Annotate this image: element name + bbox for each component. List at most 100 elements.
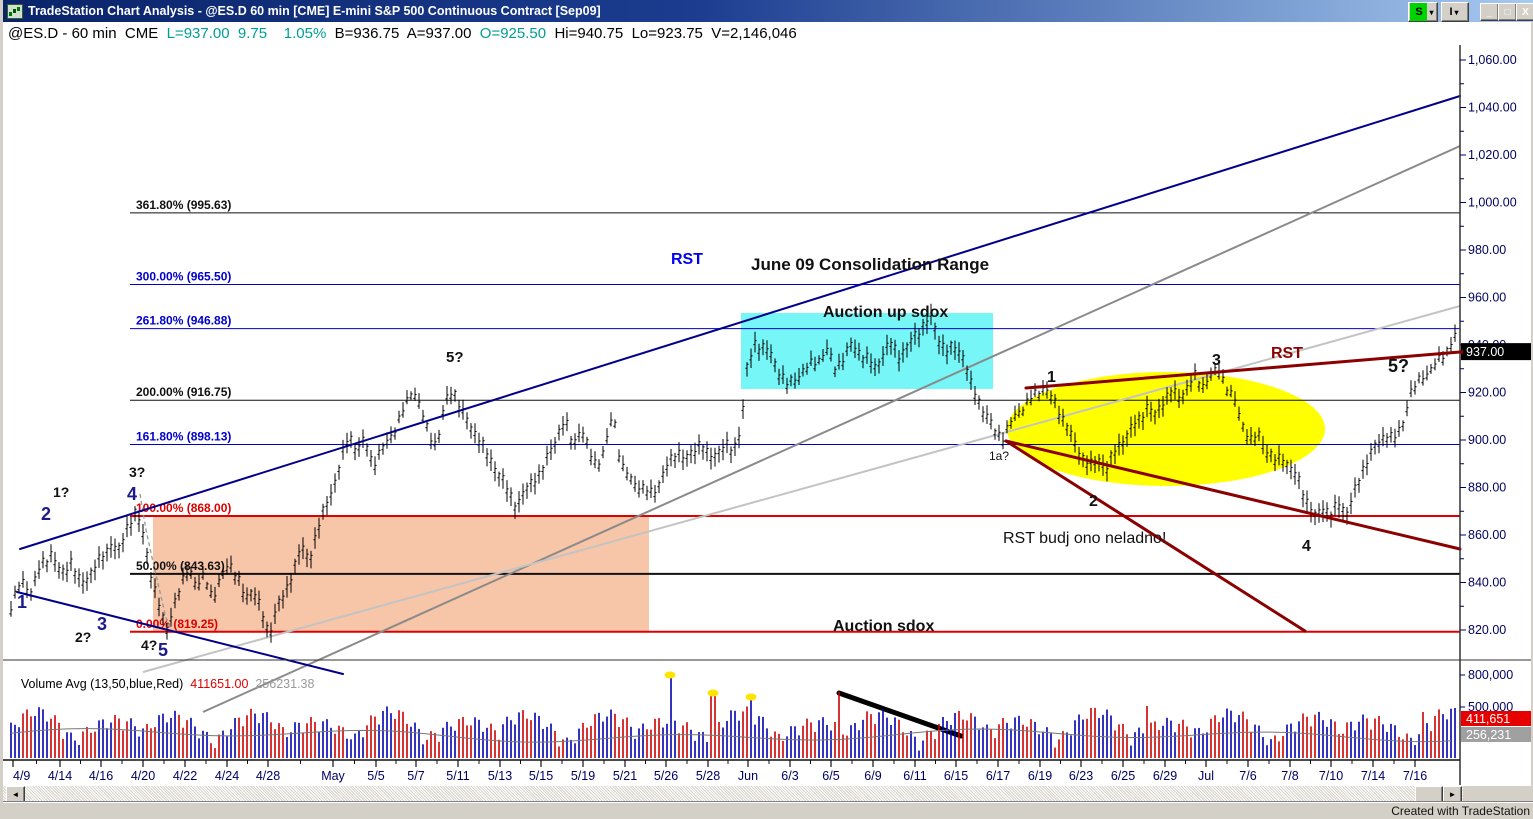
annotation-label: 2? [75, 629, 91, 645]
last-price-tag-label: 937.00 [1466, 345, 1504, 359]
annotation-label: 5? [1388, 356, 1409, 376]
x-axis-label: 5/7 [407, 769, 424, 783]
annotation-label: June 09 Consolidation Range [751, 255, 989, 274]
x-axis-label: 6/19 [1028, 769, 1052, 783]
x-axis-label: 4/9 [13, 769, 30, 783]
rst-trendline [1024, 350, 1462, 390]
x-axis-label: 7/14 [1361, 769, 1385, 783]
window-right-border [1531, 22, 1533, 801]
volume-value-tag [1461, 711, 1531, 726]
x-axis-label: 4/14 [48, 769, 72, 783]
volume-value-tag-label: 256,231 [1466, 728, 1511, 742]
annotation-label: 1? [53, 484, 69, 500]
x-axis-label: 4/20 [131, 769, 155, 783]
annotation-label: 5 [158, 640, 168, 660]
style-button-label: S [1410, 3, 1428, 21]
upper-channel-line [19, 95, 1461, 550]
volume-axis-label: 800,000 [1468, 668, 1513, 682]
x-axis-label: 4/28 [256, 769, 280, 783]
fib-label: 161.80% (898.13) [136, 429, 231, 443]
volume-value-tag-label: 411,651 [1466, 712, 1510, 726]
volume-legend-name: Volume Avg (13,50,blue,Red) [20, 677, 191, 691]
status-bar: Created with TradeStation [3, 801, 1533, 819]
x-axis-label: 6/17 [986, 769, 1010, 783]
x-axis-label: 6/9 [864, 769, 881, 783]
style-button[interactable]: S ▾ [1408, 2, 1438, 22]
price-axis-label: 880.00 [1468, 481, 1506, 495]
x-axis-label: 6/11 [903, 769, 926, 783]
price-axis-label: 920.00 [1468, 386, 1506, 400]
fib-label: 200.00% (916.75) [136, 385, 231, 399]
quote-bid-ask: B=936.75 A=937.00 [334, 25, 480, 42]
x-axis-label: 5/11 [446, 769, 469, 783]
horizontal-scrollbar[interactable]: ◄ ► [3, 786, 1463, 803]
x-axis-label: 4/22 [173, 769, 197, 783]
x-axis-label: 7/8 [1281, 769, 1298, 783]
x-axis-label: 6/5 [822, 769, 839, 783]
annotation-label: Auction up sdox [823, 304, 948, 321]
dashed-projection-curve [139, 493, 172, 631]
annotation-label: RST [671, 251, 703, 268]
title-bar[interactable]: TradeStation Chart Analysis - @ES.D 60 m… [3, 0, 1533, 22]
volume-axis-label: 500,000 [1468, 700, 1513, 714]
volume-avg-value-2: 256231.38 [248, 677, 315, 691]
volume-highlight-mark [707, 689, 719, 697]
quote-bar: @ES.D - 60 min CME L=937.00 9.75 1.05% B… [3, 22, 1533, 45]
price-bars [9, 303, 1457, 643]
chevron-down-icon[interactable]: ▾ [1429, 7, 1434, 17]
annotation-label: 1 [1047, 369, 1056, 386]
annotation-label: 3? [129, 464, 145, 480]
fib-label: 300.00% (965.50) [136, 269, 231, 283]
x-axis-label: Jun [738, 769, 758, 783]
quote-last-change: L=937.00 9.75 1.05% [166, 25, 335, 42]
price-axis-label: 1,020.00 [1468, 148, 1517, 162]
last-price-tag [1461, 343, 1531, 361]
annotation-label: RST [1271, 345, 1303, 362]
app-icon [7, 3, 23, 19]
price-axis-label: 900.00 [1468, 433, 1506, 447]
x-axis-label: 6/25 [1111, 769, 1135, 783]
annotation-label: Auction sdox [833, 618, 934, 635]
maximize-button[interactable]: □ [1498, 3, 1517, 21]
gray-steep-line [202, 145, 1461, 713]
price-axis-label: 1,060.00 [1468, 53, 1517, 67]
annotation-label: 5? [446, 349, 464, 366]
x-axis-label: 5/15 [529, 769, 553, 783]
chart-canvas[interactable]: 361.80% (995.63) 300.00% (965.50) 261.80% … [3, 0, 1533, 819]
quote-hi-lo-vol: Hi=940.75 Lo=923.75 V=2,146,046 [554, 25, 797, 42]
fib-label: 361.80% (995.63) [136, 198, 231, 212]
volume-average-line [10, 728, 1452, 743]
x-axis-label: 7/16 [1403, 769, 1427, 783]
price-axis-label: 840.00 [1468, 576, 1506, 590]
annotation-label: 4? [141, 637, 157, 653]
annotation-label: 1a? [989, 449, 1009, 463]
x-axis-label: 7/10 [1319, 769, 1343, 783]
volume-highlight-mark [745, 693, 757, 701]
quote-symbol: @ES.D - 60 min CME [8, 25, 167, 42]
price-axis-label: 1,000.00 [1468, 196, 1517, 210]
minimize-button[interactable]: _ [1480, 3, 1499, 21]
x-axis-label: 4/16 [89, 769, 113, 783]
annotation-label: 1 [17, 592, 27, 612]
close-button[interactable]: X [1516, 3, 1533, 21]
chevron-down-icon[interactable]: ▾ [1454, 7, 1459, 17]
x-axis-label: 5/26 [654, 769, 678, 783]
x-axis-label: 5/19 [571, 769, 595, 783]
x-axis-label: 5/28 [696, 769, 720, 783]
annotation-label: 3 [1212, 352, 1221, 369]
quote-open: O=925.50 [479, 25, 555, 42]
x-axis-label: 5/13 [488, 769, 512, 783]
annotation-label: 3 [97, 614, 107, 634]
x-axis-label: 6/23 [1069, 769, 1093, 783]
maroon-shallow-line [1004, 439, 1462, 551]
rst-line-endpoint [1460, 350, 1463, 355]
annotation-label: RST budj ono neladno! [1003, 530, 1166, 547]
x-axis-label: 6/15 [944, 769, 968, 783]
fib-label: 261.80% (946.88) [136, 314, 231, 328]
interval-button[interactable]: I ▾ [1441, 2, 1469, 22]
x-axis-label: May [321, 769, 345, 783]
annotation-label: 2 [41, 504, 51, 524]
volume-avg-value-1: 411651.00 [190, 677, 249, 691]
price-axis-label: 960.00 [1468, 291, 1506, 305]
